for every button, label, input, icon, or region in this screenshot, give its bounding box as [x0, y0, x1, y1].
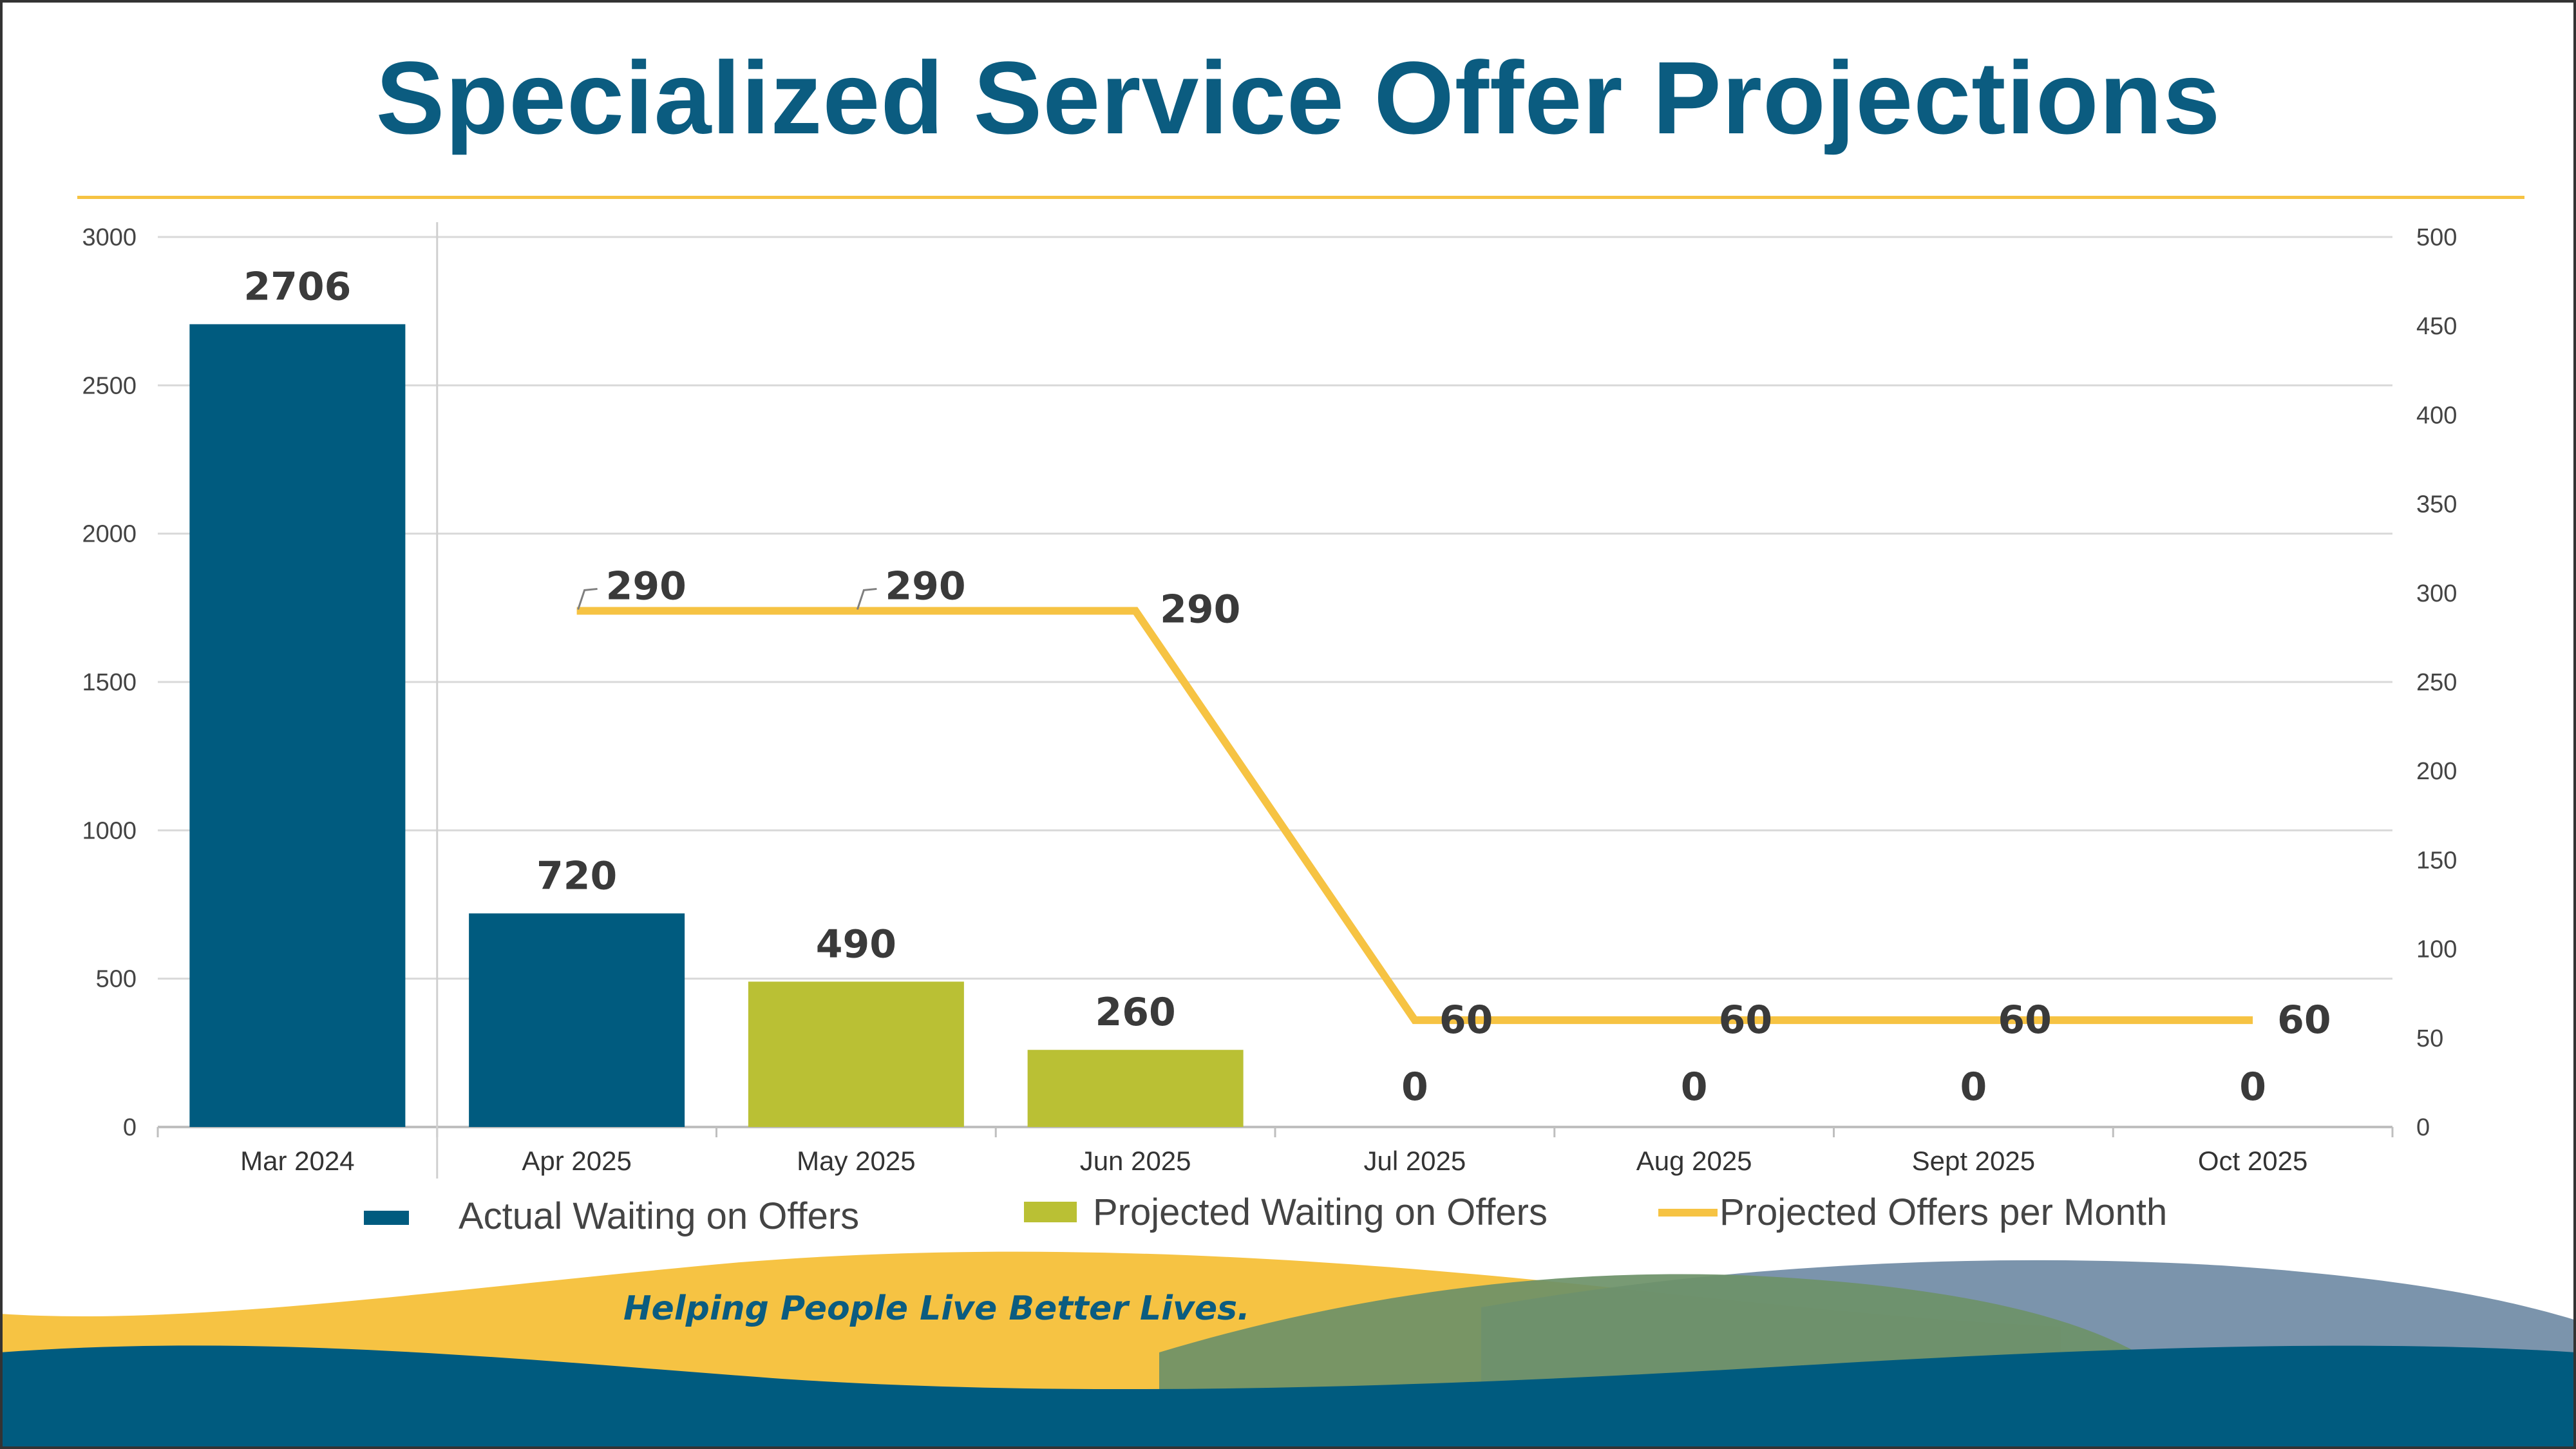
line-data-label: 60: [1439, 998, 1493, 1043]
x-tick-label: Sept 2025: [1912, 1146, 2036, 1176]
bar: [1027, 1050, 1244, 1127]
y-right-tick-label: 50: [2416, 1025, 2443, 1052]
line-data-label: 60: [1998, 998, 2052, 1043]
y-right-tick-label: 500: [2416, 224, 2457, 251]
bar: [189, 324, 406, 1127]
bar-data-label: 260: [1095, 990, 1176, 1035]
y-right-tick-label: 0: [2416, 1114, 2430, 1141]
legend-swatch: [364, 1211, 409, 1225]
y-right-tick-label: 300: [2416, 580, 2457, 607]
y-right-tick-label: 100: [2416, 936, 2457, 963]
y-left-tick-label: 2500: [82, 372, 137, 399]
y-right-tick-label: 450: [2416, 313, 2457, 340]
y-right-tick-label: 200: [2416, 758, 2457, 785]
x-tick-label: Jul 2025: [1363, 1146, 1466, 1176]
line-data-label: 290: [1160, 587, 1240, 632]
bar-data-label: 0: [1681, 1065, 1708, 1110]
y-left-tick-label: 0: [123, 1114, 137, 1141]
legend-label: Projected Waiting on Offers: [1093, 1191, 1548, 1233]
bar: [748, 981, 964, 1127]
bar-data-label: 720: [536, 853, 617, 898]
line-series: [576, 607, 2253, 1025]
title-divider: [77, 196, 2524, 199]
tagline: Helping People Live Better Lives.: [623, 1289, 1250, 1328]
chart-legend: Actual Waiting on Offers Projected Waitin…: [364, 1191, 2167, 1237]
bar-data-label: 0: [1960, 1065, 1987, 1110]
y-left-tick-label: 2000: [82, 521, 137, 548]
x-tick-label: May 2025: [797, 1146, 915, 1176]
line-data-label: 60: [2277, 998, 2331, 1043]
chart-data-labels: 2706 720 490 260 0 0 0 0 290 290 290 60 60 60 60: [243, 264, 2331, 1110]
y-left-tick-label: 1000: [82, 817, 137, 844]
y-left-tick-label: 1500: [82, 669, 137, 696]
legend-label: Projected Offers per Month: [1719, 1191, 2167, 1233]
y-right-tick-label: 400: [2416, 402, 2457, 429]
x-tick-label: Apr 2025: [522, 1146, 631, 1176]
legend-swatch: [1024, 1202, 1077, 1222]
y-right-tick-label: 350: [2416, 491, 2457, 518]
footer-waves: [0, 1251, 2576, 1449]
bar-data-label: 0: [2239, 1065, 2266, 1110]
y-right-tick-label: 250: [2416, 669, 2457, 696]
chart-bars: [189, 324, 1244, 1127]
y-left-tick-label: 3000: [82, 224, 137, 251]
bar: [469, 913, 685, 1127]
y-left-tick-label: 500: [96, 966, 137, 993]
line-data-label: 290: [885, 564, 965, 609]
x-tick-label: Oct 2025: [2198, 1146, 2307, 1176]
chart-line: [576, 607, 2253, 1025]
bar-data-label: 490: [816, 922, 896, 967]
x-tick-label: Jun 2025: [1080, 1146, 1191, 1176]
x-tick-label: Aug 2025: [1636, 1146, 1752, 1176]
line-data-label: 290: [606, 564, 687, 609]
chart-axes: 0500100015002000250030000501001502002503…: [82, 222, 2457, 1179]
leader-line: [577, 587, 598, 610]
line-data-label: 60: [1719, 998, 1773, 1043]
y-right-tick-label: 150: [2416, 847, 2457, 874]
legend-label: Actual Waiting on Offers: [459, 1195, 859, 1237]
page-title: Specialized Service Offer Projections: [375, 40, 2221, 155]
bar-data-label: 2706: [243, 264, 351, 309]
bar-data-label: 0: [1401, 1065, 1428, 1110]
wave-navy: [0, 1345, 2576, 1449]
leader-line: [856, 587, 877, 610]
x-tick-label: Mar 2024: [240, 1146, 354, 1176]
